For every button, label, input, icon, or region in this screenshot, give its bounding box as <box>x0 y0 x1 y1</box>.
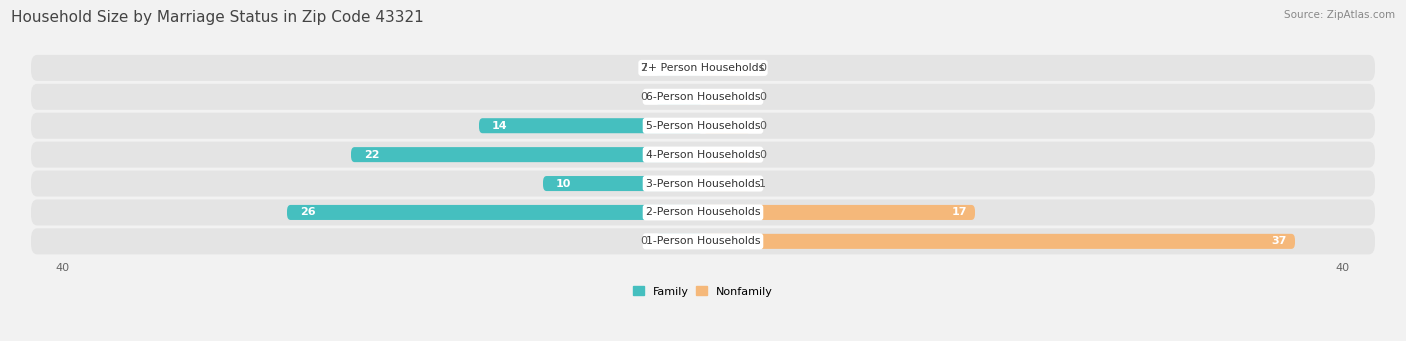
Text: Source: ZipAtlas.com: Source: ZipAtlas.com <box>1284 10 1395 20</box>
Text: 17: 17 <box>952 207 967 218</box>
Text: 26: 26 <box>299 207 315 218</box>
Text: 7+ Person Households: 7+ Person Households <box>641 63 765 73</box>
Text: 0: 0 <box>640 236 647 246</box>
FancyBboxPatch shape <box>31 199 1375 225</box>
FancyBboxPatch shape <box>655 89 703 104</box>
FancyBboxPatch shape <box>31 228 1375 254</box>
Text: 14: 14 <box>492 121 508 131</box>
Text: Household Size by Marriage Status in Zip Code 43321: Household Size by Marriage Status in Zip… <box>11 10 425 25</box>
Legend: Family, Nonfamily: Family, Nonfamily <box>628 282 778 301</box>
FancyBboxPatch shape <box>703 60 751 75</box>
FancyBboxPatch shape <box>31 170 1375 196</box>
Text: 3-Person Households: 3-Person Households <box>645 179 761 189</box>
Text: 0: 0 <box>759 121 766 131</box>
Text: 5-Person Households: 5-Person Households <box>645 121 761 131</box>
FancyBboxPatch shape <box>703 205 974 220</box>
FancyBboxPatch shape <box>703 118 751 133</box>
Text: 1-Person Households: 1-Person Households <box>645 236 761 246</box>
FancyBboxPatch shape <box>352 147 703 162</box>
Text: 4-Person Households: 4-Person Households <box>645 150 761 160</box>
Text: 0: 0 <box>759 63 766 73</box>
Text: 37: 37 <box>1271 236 1286 246</box>
Text: 22: 22 <box>364 150 380 160</box>
FancyBboxPatch shape <box>703 89 751 104</box>
FancyBboxPatch shape <box>31 55 1375 81</box>
Text: 0: 0 <box>759 92 766 102</box>
Text: 6-Person Households: 6-Person Households <box>645 92 761 102</box>
Text: 0: 0 <box>759 150 766 160</box>
FancyBboxPatch shape <box>31 113 1375 139</box>
FancyBboxPatch shape <box>703 234 1295 249</box>
FancyBboxPatch shape <box>655 60 703 75</box>
FancyBboxPatch shape <box>31 142 1375 168</box>
Text: 10: 10 <box>555 179 571 189</box>
FancyBboxPatch shape <box>31 84 1375 110</box>
FancyBboxPatch shape <box>703 147 751 162</box>
Text: 1: 1 <box>759 179 766 189</box>
FancyBboxPatch shape <box>655 234 703 249</box>
Text: 0: 0 <box>640 92 647 102</box>
FancyBboxPatch shape <box>287 205 703 220</box>
FancyBboxPatch shape <box>703 176 751 191</box>
Text: 2-Person Households: 2-Person Households <box>645 207 761 218</box>
FancyBboxPatch shape <box>543 176 703 191</box>
FancyBboxPatch shape <box>479 118 703 133</box>
Text: 2: 2 <box>640 63 647 73</box>
